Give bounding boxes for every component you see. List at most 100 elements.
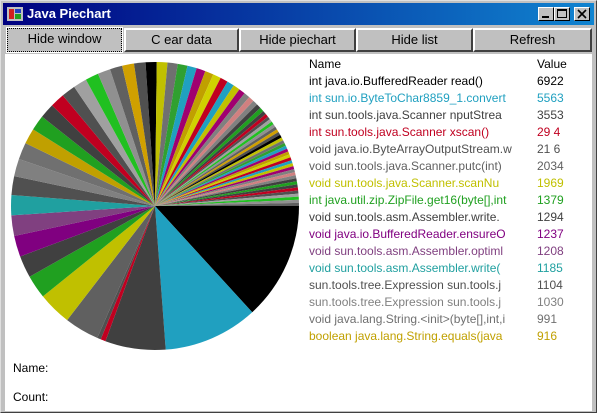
- pie-slice[interactable]: [155, 140, 285, 206]
- pie-slice[interactable]: [85, 73, 155, 206]
- list-item[interactable]: sun.tools.tree.Expression sun.tools.j 103…: [309, 294, 591, 311]
- pie-slice[interactable]: [74, 79, 155, 206]
- pie-slice[interactable]: [155, 124, 276, 206]
- pie-slice[interactable]: [122, 63, 155, 206]
- pie-slice[interactable]: [155, 206, 299, 313]
- pie-slice[interactable]: [155, 121, 274, 206]
- pie-slice[interactable]: [52, 95, 155, 206]
- pie-slice[interactable]: [155, 151, 290, 206]
- maximize-button[interactable]: [554, 7, 570, 21]
- list-item[interactable]: void java.lang.String.<init>(byte[],int,…: [309, 311, 591, 328]
- pie-slice[interactable]: [110, 65, 155, 207]
- pie-slice[interactable]: [155, 129, 279, 206]
- pie-slice[interactable]: [155, 187, 299, 206]
- list-item[interactable]: void sun.tools.java.Scanner.putc(int) 203…: [309, 158, 591, 175]
- list-item[interactable]: void java.io.BufferedReader.ensureO 1237: [309, 226, 591, 243]
- pie-slice[interactable]: [155, 181, 298, 206]
- pie-slice[interactable]: [62, 86, 155, 206]
- pie-slice[interactable]: [155, 97, 254, 206]
- pie-slice[interactable]: [14, 158, 156, 206]
- pie-slice[interactable]: [155, 114, 268, 206]
- list-item[interactable]: int sun.tools.java.Scanner nputStrea 3553: [309, 107, 591, 124]
- pie-slice[interactable]: [105, 206, 166, 350]
- pie-slice[interactable]: [155, 145, 288, 206]
- pie-slice[interactable]: [155, 148, 289, 206]
- pie-slice[interactable]: [100, 206, 155, 342]
- list-item[interactable]: int sun.io.ByteToChar8859_1.convert 5563: [309, 90, 591, 107]
- pie-slice[interactable]: [155, 196, 299, 206]
- pie-slice[interactable]: [155, 111, 266, 206]
- pie-slice[interactable]: [14, 206, 155, 257]
- pie-slice[interactable]: [33, 116, 155, 206]
- pie-slice[interactable]: [155, 163, 294, 206]
- pie-slice[interactable]: [155, 175, 297, 206]
- pie-slice[interactable]: [11, 206, 156, 237]
- list-item[interactable]: void sun.tools.asm.Assembler.write. 1294: [309, 209, 591, 226]
- minimize-button[interactable]: [538, 7, 554, 21]
- pie-slice[interactable]: [155, 93, 250, 206]
- pie-slice[interactable]: [155, 89, 245, 206]
- pie-slice[interactable]: [155, 81, 234, 206]
- pie-slice[interactable]: [155, 119, 272, 206]
- refresh-button[interactable]: Refresh: [473, 28, 592, 52]
- pie-slice[interactable]: [155, 68, 206, 206]
- pie-slice[interactable]: [20, 206, 155, 277]
- pie-slice[interactable]: [155, 62, 168, 206]
- pie-slice[interactable]: [155, 142, 286, 206]
- pie-slice[interactable]: [67, 206, 155, 338]
- pie-slice[interactable]: [155, 134, 282, 206]
- pie-slice[interactable]: [155, 63, 188, 207]
- pie-slice[interactable]: [155, 116, 270, 206]
- pie-slice[interactable]: [155, 137, 284, 206]
- method-list[interactable]: Name Value int java.io.BufferedReader re…: [309, 56, 591, 345]
- pie-slice[interactable]: [155, 160, 293, 206]
- pie-slice[interactable]: [155, 104, 261, 206]
- pie-slice[interactable]: [25, 129, 156, 206]
- pie-slice[interactable]: [155, 74, 221, 206]
- pie-slice[interactable]: [42, 206, 155, 321]
- pie-slice[interactable]: [155, 65, 197, 206]
- pie-slice[interactable]: [155, 157, 292, 206]
- pie-slice[interactable]: [155, 77, 228, 206]
- list-item[interactable]: void sun.tools.asm.Assembler.optiml 1208: [309, 243, 591, 260]
- pie-slice[interactable]: [133, 62, 155, 206]
- pie-slice[interactable]: [155, 199, 299, 206]
- pie-slice[interactable]: [155, 184, 298, 206]
- pie-slice[interactable]: [155, 126, 277, 206]
- pie-slice[interactable]: [155, 71, 214, 206]
- pie-slice[interactable]: [155, 169, 295, 206]
- pie-slice[interactable]: [155, 166, 295, 206]
- title-bar[interactable]: Java Piechart: [3, 3, 594, 25]
- clear-data-button[interactable]: C ear data: [124, 28, 239, 52]
- pie-slice[interactable]: [10, 194, 155, 216]
- pie-slice[interactable]: [18, 143, 155, 206]
- pie-slice[interactable]: [155, 62, 178, 206]
- pie-slice[interactable]: [42, 105, 156, 206]
- pie-slice[interactable]: [97, 206, 155, 340]
- pie-slice[interactable]: [155, 172, 296, 206]
- list-item[interactable]: void sun.tools.asm.Assembler.write(1185: [309, 260, 591, 277]
- pie-slice[interactable]: [155, 206, 253, 350]
- pie-slice[interactable]: [155, 132, 281, 206]
- list-item[interactable]: void sun.tools.java.Scanner.scanNu 1969: [309, 175, 591, 192]
- pie-slice[interactable]: [155, 154, 291, 206]
- hide-piechart-button[interactable]: Hide piechart: [239, 28, 356, 52]
- list-item[interactable]: int java.io.BufferedReader read() 6922: [309, 73, 591, 90]
- piechart[interactable]: [9, 60, 301, 352]
- list-item[interactable]: void java.io.ByteArrayOutputStream.w 21 6: [309, 141, 591, 158]
- pie-slice[interactable]: [155, 190, 299, 206]
- pie-slice[interactable]: [155, 107, 264, 206]
- pie-slice[interactable]: [11, 176, 155, 206]
- pie-slice[interactable]: [29, 206, 156, 297]
- pie-slice[interactable]: [155, 193, 299, 206]
- list-item[interactable]: int java.util.zip.ZipFile.get16(byte[],i…: [309, 192, 591, 209]
- pie-slice[interactable]: [155, 202, 299, 206]
- pie-slice[interactable]: [155, 100, 258, 206]
- list-item[interactable]: int sun.tools.java.Scanner xscan() 29 4: [309, 124, 591, 141]
- pie-slice[interactable]: [155, 178, 297, 206]
- pie-slice[interactable]: [155, 85, 240, 206]
- list-item[interactable]: sun.tools.tree.Expression sun.tools.j 110…: [309, 277, 591, 294]
- pie-slice[interactable]: [145, 62, 157, 207]
- hide-window-button[interactable]: Hide window: [6, 27, 123, 53]
- list-item[interactable]: boolean java.lang.String.equals(java 916: [309, 328, 591, 345]
